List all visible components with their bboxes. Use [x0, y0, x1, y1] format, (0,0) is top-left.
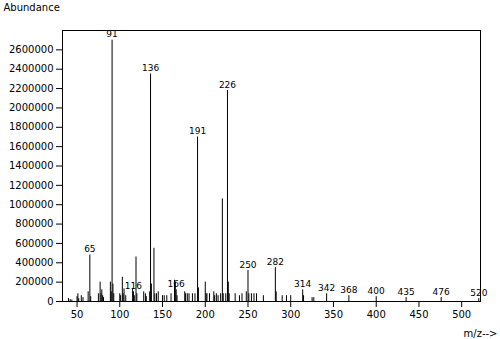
svg-text:350: 350	[324, 309, 343, 320]
svg-text:m/z-->: m/z-->	[464, 328, 498, 339]
svg-text:116: 116	[125, 281, 142, 291]
svg-text:2000000: 2000000	[9, 102, 54, 113]
svg-text:191: 191	[189, 126, 206, 136]
svg-text:166: 166	[168, 279, 185, 289]
svg-text:800000: 800000	[15, 218, 53, 229]
svg-text:91: 91	[106, 29, 118, 40]
svg-text:0: 0	[47, 296, 53, 307]
svg-text:Abundance: Abundance	[4, 2, 60, 13]
svg-text:520: 520	[470, 288, 487, 298]
svg-text:136: 136	[142, 63, 159, 73]
svg-text:435: 435	[398, 287, 415, 297]
svg-text:314: 314	[294, 279, 311, 289]
svg-text:600000: 600000	[15, 238, 53, 249]
svg-text:476: 476	[433, 287, 450, 297]
svg-text:2200000: 2200000	[9, 83, 54, 94]
svg-text:250: 250	[239, 260, 256, 270]
svg-text:450: 450	[409, 309, 428, 320]
svg-text:100: 100	[110, 309, 129, 320]
svg-text:1200000: 1200000	[9, 180, 54, 191]
svg-text:150: 150	[153, 309, 172, 320]
svg-text:368: 368	[340, 285, 357, 295]
svg-text:1400000: 1400000	[9, 160, 54, 171]
svg-text:250: 250	[238, 309, 257, 320]
svg-text:282: 282	[267, 257, 284, 267]
svg-text:400: 400	[368, 286, 385, 296]
svg-text:2600000: 2600000	[9, 44, 54, 55]
svg-text:300: 300	[281, 309, 300, 320]
svg-text:2400000: 2400000	[9, 63, 54, 74]
svg-text:1000000: 1000000	[9, 199, 54, 210]
svg-text:1600000: 1600000	[9, 141, 54, 152]
svg-text:400000: 400000	[15, 257, 53, 268]
svg-text:342: 342	[318, 283, 335, 293]
svg-text:400: 400	[367, 309, 386, 320]
svg-text:200: 200	[196, 309, 215, 320]
svg-text:200000: 200000	[15, 276, 53, 287]
svg-text:500: 500	[452, 309, 471, 320]
svg-text:1800000: 1800000	[9, 121, 54, 132]
svg-text:65: 65	[84, 244, 95, 254]
svg-text:226: 226	[219, 80, 236, 90]
svg-text:50: 50	[71, 309, 84, 320]
